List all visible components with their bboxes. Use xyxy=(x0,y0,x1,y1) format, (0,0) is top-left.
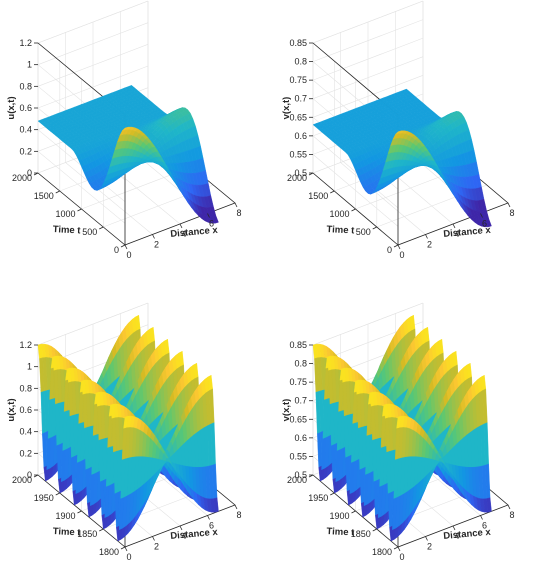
x-tick-label: 6 xyxy=(482,219,487,229)
z-tick-label: 0.8 xyxy=(294,57,307,67)
x-tick-label: 0 xyxy=(126,552,131,562)
z-axis-label: v(x,t) xyxy=(281,97,292,120)
y-tick-label: 0 xyxy=(387,245,392,255)
z-tick-label: 0.85 xyxy=(289,340,307,350)
z-tick-label: 0.8 xyxy=(294,359,307,369)
z-tick-label: 0.85 xyxy=(289,38,307,48)
chart-panel-c: 024681800185019001950200000.20.40.60.811… xyxy=(6,302,242,562)
z-tick-label: 0.65 xyxy=(289,414,307,424)
z-tick-label: 0.6 xyxy=(294,433,307,443)
x-tick-label: 2 xyxy=(427,542,432,552)
y-tick-label: 1800 xyxy=(99,547,119,557)
y-tick-label: 1800 xyxy=(372,547,392,557)
z-tick-label: 1.2 xyxy=(19,38,32,48)
x-tick-label: 6 xyxy=(209,521,214,531)
z-tick-label: 1.2 xyxy=(19,340,32,350)
x-tick-label: 2 xyxy=(427,240,432,250)
z-tick-label: 0.8 xyxy=(19,81,32,91)
x-axis-label: Distance x xyxy=(443,527,492,542)
y-tick-label: 1500 xyxy=(308,191,328,201)
z-tick-label: 0.5 xyxy=(294,168,307,178)
x-tick-label: 0 xyxy=(399,552,404,562)
z-tick-label: 0.7 xyxy=(294,94,307,104)
y-tick-label: 1950 xyxy=(308,493,328,503)
z-tick-label: 0.2 xyxy=(19,146,32,156)
z-tick-label: 0.5 xyxy=(294,470,307,480)
y-tick-label: 2000 xyxy=(12,475,32,485)
z-tick-label: 0.6 xyxy=(294,131,307,141)
y-tick-label: 2000 xyxy=(287,173,307,183)
surface xyxy=(312,88,492,228)
z-tick-label: 0.6 xyxy=(19,405,32,415)
y-tick-label: 500 xyxy=(356,227,371,237)
z-tick-label: 0.4 xyxy=(19,427,32,437)
y-tick-label: 500 xyxy=(82,227,97,237)
x-axis-label: Distance x xyxy=(170,225,219,240)
y-tick-label: 1850 xyxy=(351,529,371,539)
x-tick-label: 8 xyxy=(236,510,241,520)
z-tick-label: 1 xyxy=(27,362,32,372)
y-tick-label: 1000 xyxy=(329,209,349,219)
z-tick-label: 0 xyxy=(27,168,32,178)
z-tick-label: 0.55 xyxy=(289,149,307,159)
z-tick-label: 0.6 xyxy=(19,103,32,113)
y-tick-label: 1950 xyxy=(34,493,54,503)
y-tick-label: 2000 xyxy=(12,173,32,183)
y-tick-label: 1900 xyxy=(329,511,349,521)
x-tick-label: 0 xyxy=(126,250,131,260)
x-tick-label: 4 xyxy=(181,531,186,541)
x-tick-label: 2 xyxy=(154,240,159,250)
surface xyxy=(312,314,492,542)
z-tick-label: 0.8 xyxy=(19,383,32,393)
z-tick-label: 0 xyxy=(27,470,32,480)
y-tick-label: 1850 xyxy=(77,529,97,539)
z-tick-label: 0.65 xyxy=(289,112,307,122)
y-tick-label: 1900 xyxy=(55,511,75,521)
z-tick-label: 0.2 xyxy=(19,448,32,458)
z-tick-label: 0.75 xyxy=(289,377,307,387)
z-tick-label: 0.7 xyxy=(294,396,307,406)
z-tick-label: 0.75 xyxy=(289,75,307,85)
surface xyxy=(37,85,219,224)
z-axis-label: u(x,t) xyxy=(6,96,17,119)
x-axis-label: Distance x xyxy=(443,225,492,240)
x-tick-label: 2 xyxy=(154,542,159,552)
x-tick-label: 0 xyxy=(399,250,404,260)
x-tick-label: 4 xyxy=(181,229,186,239)
y-axis-label: Time t xyxy=(326,526,355,538)
surface xyxy=(37,314,219,542)
x-tick-label: 6 xyxy=(482,521,487,531)
y-tick-label: 1500 xyxy=(34,191,54,201)
y-axis-label: Time t xyxy=(52,224,81,236)
y-axis-label: Time t xyxy=(52,526,81,538)
x-tick-label: 8 xyxy=(509,510,514,520)
chart-panel-a: 02468050010001500200000.20.40.60.811.2Di… xyxy=(6,0,242,260)
z-axis-label: u(x,t) xyxy=(6,398,17,421)
y-tick-label: 2000 xyxy=(287,475,307,485)
x-tick-label: 6 xyxy=(209,219,214,229)
z-tick-label: 1 xyxy=(27,60,32,70)
y-axis-label: Time t xyxy=(326,224,355,236)
x-tick-label: 4 xyxy=(454,531,459,541)
x-tick-label: 8 xyxy=(509,208,514,218)
x-tick-label: 4 xyxy=(454,229,459,239)
x-tick-label: 8 xyxy=(236,208,241,218)
y-tick-label: 1000 xyxy=(55,209,75,219)
z-tick-label: 0.4 xyxy=(19,125,32,135)
z-tick-label: 0.55 xyxy=(289,451,307,461)
x-axis-label: Distance x xyxy=(170,527,219,542)
y-tick-label: 0 xyxy=(114,245,119,255)
z-axis-label: v(x,t) xyxy=(281,399,292,422)
